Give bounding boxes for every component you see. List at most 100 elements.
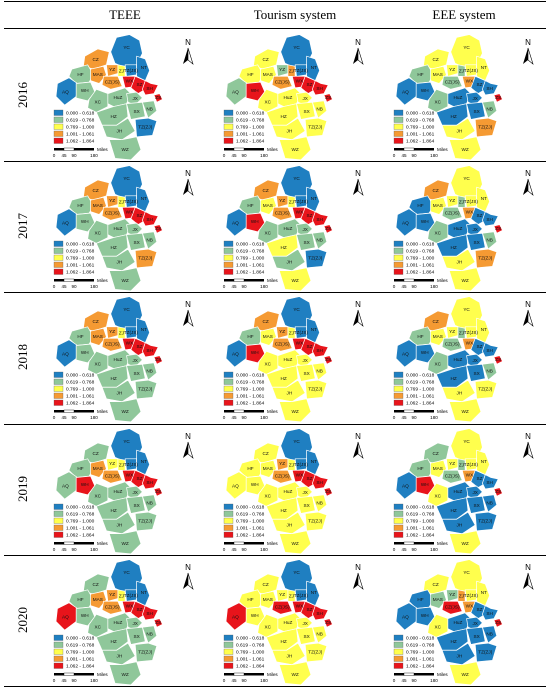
region-label: XC xyxy=(265,624,272,629)
north-arrow-icon: N xyxy=(523,563,534,590)
region-label: CZ xyxy=(92,57,98,62)
map-eee-2018: YC CZ HF AQ WH MAS XC YZ ZJ CZ(JS) TZ(JS) NT WX SZ SH H… xyxy=(382,294,548,427)
legend-swatch xyxy=(393,503,404,510)
region-wz xyxy=(448,398,482,423)
map-teee-2017: YC CZ HF AQ WH MAS XC YZ ZJ CZ(JS) TZ(JS) NT WX SZ SH H… xyxy=(42,163,208,296)
region-label: SH xyxy=(146,348,152,353)
region-label: TZ(ZJ) xyxy=(138,387,152,392)
region-label: HuZ xyxy=(284,620,293,625)
region-jx xyxy=(126,354,143,368)
region-label: WZ xyxy=(291,278,298,283)
svg-text:90: 90 xyxy=(71,415,77,420)
region-label: CZ xyxy=(92,319,98,324)
legend-swatch xyxy=(53,634,64,641)
legend-label: 1.062 - 1.864 xyxy=(236,401,265,407)
legend-swatch xyxy=(53,531,64,538)
region-label: SH xyxy=(146,86,152,91)
region-sx xyxy=(126,495,146,514)
region-label: TZ(JS) xyxy=(124,593,139,598)
map-tourism-2018: YC CZ HF AQ WH MAS XC YZ ZJ CZ(JS) TZ(JS) NT WX SZ SH H… xyxy=(212,294,378,427)
map-tourism-2020: YC CZ HF AQ WH MAS XC YZ ZJ CZ(JS) TZ(JS) NT WX SZ SH H… xyxy=(212,557,378,690)
legend-label: 0.619 - 0.768 xyxy=(406,511,435,517)
region-label: MAS xyxy=(93,466,103,471)
region-nb xyxy=(482,625,498,644)
legend-swatch xyxy=(53,648,64,655)
region-label: CZ(JS) xyxy=(445,79,460,84)
region-label: HuZ xyxy=(114,226,123,231)
region-label: ZJ xyxy=(119,69,124,74)
legend-swatch xyxy=(223,241,234,247)
region-label: YZ xyxy=(279,461,285,466)
region-tzzj xyxy=(304,511,328,531)
legend-swatch xyxy=(223,386,234,393)
region-zs xyxy=(493,355,503,365)
region-label: HF xyxy=(417,203,423,208)
region-label: XC xyxy=(95,493,102,498)
region-tzzj xyxy=(474,511,498,531)
column-header-teee: TEEE xyxy=(109,7,141,22)
region-label: WX xyxy=(296,603,304,608)
region-label: WH xyxy=(421,613,429,618)
region-label: SZ xyxy=(137,607,143,612)
region-label: SZ xyxy=(307,82,313,87)
legend-label: 1.062 - 1.864 xyxy=(406,270,435,276)
legend-label: 1.062 - 1.864 xyxy=(236,139,265,145)
region-label: CZ xyxy=(262,188,268,193)
region-label: SX xyxy=(474,240,481,245)
region-label: WX xyxy=(126,341,134,346)
region-czjs xyxy=(271,75,293,90)
region-nb xyxy=(312,231,328,250)
legend-swatch xyxy=(53,655,64,662)
north-arrow-icon: N xyxy=(353,300,364,328)
region-label: CZ xyxy=(92,188,98,193)
region-label: SH xyxy=(486,217,492,222)
region-label: AQ xyxy=(402,89,409,94)
region-label: CZ(JS) xyxy=(445,211,460,216)
region-label: TZ(JS) xyxy=(294,68,309,73)
region-label: JH xyxy=(457,259,463,264)
region-label: JH xyxy=(117,522,123,527)
region-wz xyxy=(278,661,312,685)
region-label: WZ xyxy=(291,147,298,152)
region-label: YZ xyxy=(449,67,455,72)
region-label: TZ(ZJ) xyxy=(478,518,492,523)
legend-label: 0.769 - 1.000 xyxy=(66,125,95,131)
region-zs xyxy=(323,618,333,628)
region-label: MAS xyxy=(93,203,103,208)
legend-label: 1.062 - 1.864 xyxy=(406,401,435,407)
region-tzzj xyxy=(134,380,158,400)
region-label: WX xyxy=(296,341,304,346)
region-label: SX xyxy=(134,634,141,639)
legend-label: 0.000 - 0.618 xyxy=(406,635,435,641)
region-label: ZS xyxy=(495,226,501,231)
legend-swatch xyxy=(393,634,404,641)
region-sx xyxy=(126,626,146,645)
region-label: HZ xyxy=(450,245,456,250)
svg-text:Miles: Miles xyxy=(437,672,448,677)
region-tzzj xyxy=(474,117,498,138)
region-label: ZJ xyxy=(459,69,464,74)
region-label: WH xyxy=(81,482,89,487)
region-label: ZS xyxy=(325,489,331,494)
legend-label: 0.000 - 0.618 xyxy=(236,111,265,117)
region-label: HuZ xyxy=(454,358,463,363)
legend-label: 0.000 - 0.618 xyxy=(406,242,435,248)
svg-text:180: 180 xyxy=(260,415,268,420)
legend-label: 0.619 - 0.768 xyxy=(236,380,265,386)
region-jx xyxy=(126,222,143,237)
table-bottom-rule xyxy=(4,686,546,687)
region-label: XC xyxy=(265,362,272,367)
region-label: TZ(JS) xyxy=(294,593,309,598)
region-label: ZJ xyxy=(289,593,294,598)
region-czjs xyxy=(101,338,123,353)
svg-text:N: N xyxy=(185,432,191,441)
region-label: YZ xyxy=(449,198,455,203)
region-zs xyxy=(493,486,503,497)
region-jh xyxy=(101,380,136,403)
region-label: WX xyxy=(126,472,134,477)
region-label: YC xyxy=(463,438,470,443)
map-teee-2016: YC CZ HF AQ WH MAS XC YZ ZJ CZ(JS) TZ(JS) NT WX SZ SH H… xyxy=(42,32,208,165)
